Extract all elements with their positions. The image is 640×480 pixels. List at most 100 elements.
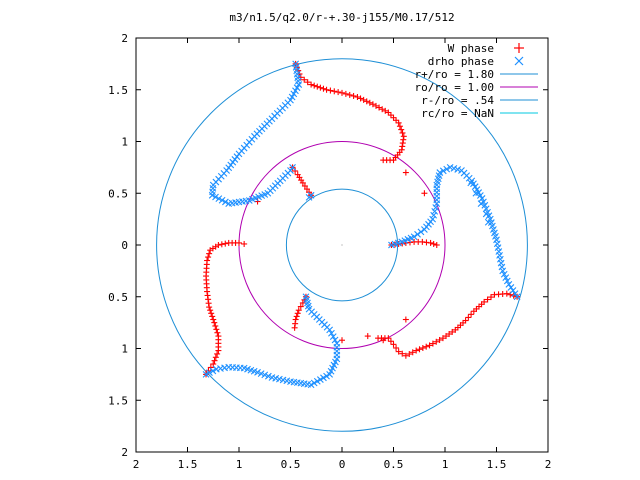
data-point xyxy=(210,361,217,368)
data-point xyxy=(207,307,214,314)
data-point xyxy=(491,291,498,298)
data-point xyxy=(218,241,225,248)
data-point xyxy=(421,190,428,197)
data-point xyxy=(482,205,490,213)
data-point xyxy=(206,250,213,257)
data-point xyxy=(335,89,342,96)
data-point xyxy=(433,242,440,248)
data-point xyxy=(208,310,215,317)
data-point xyxy=(222,240,229,247)
data-point xyxy=(416,346,423,353)
data-point xyxy=(423,343,430,350)
data-point xyxy=(346,91,353,98)
data-point xyxy=(500,270,508,278)
data-point xyxy=(289,163,296,171)
legend-label-drho-phase: drho phase xyxy=(428,55,494,68)
data-point xyxy=(241,240,248,247)
data-point xyxy=(317,84,324,91)
data-point xyxy=(222,198,229,206)
data-point xyxy=(387,338,394,345)
x-tick-label: 2 xyxy=(133,458,140,471)
data-point xyxy=(257,370,265,377)
data-point xyxy=(215,195,223,203)
data-point xyxy=(364,333,371,340)
data-point xyxy=(202,370,210,378)
x-tick-label: 1.5 xyxy=(178,458,198,471)
data-point xyxy=(372,102,379,109)
data-point xyxy=(301,76,308,83)
data-point xyxy=(481,201,489,209)
data-point xyxy=(503,277,511,285)
data-point xyxy=(339,337,345,344)
y-tick-label: 0.5 xyxy=(108,187,128,200)
circle-0 xyxy=(156,58,528,432)
data-point xyxy=(409,349,416,356)
y-tick-label: 1.5 xyxy=(108,84,128,97)
data-point xyxy=(443,333,450,340)
legend-label-w-phase: W phase xyxy=(448,42,494,55)
y-tick-label: 2 xyxy=(121,32,128,45)
x-tick-label: 1 xyxy=(442,458,449,471)
data-point xyxy=(326,326,334,334)
data-point xyxy=(454,166,462,173)
data-point xyxy=(446,331,453,338)
data-point xyxy=(350,92,357,99)
data-point xyxy=(380,157,387,164)
data-point xyxy=(417,228,425,236)
data-point xyxy=(390,114,397,121)
data-point xyxy=(299,299,306,306)
data-point xyxy=(354,93,361,100)
data-point xyxy=(264,372,272,380)
data-point xyxy=(209,367,217,375)
y-tick-label: 1.5 xyxy=(108,394,128,407)
data-point xyxy=(499,267,507,275)
x-tick-label: 2 xyxy=(545,458,552,471)
data-point xyxy=(211,319,218,326)
legend-label-rc: rc/ro = NaN xyxy=(421,107,494,120)
data-point xyxy=(410,233,418,241)
data-point xyxy=(505,280,513,288)
data-point xyxy=(513,293,521,301)
legend-marker-w-phase xyxy=(514,43,524,53)
data-point xyxy=(316,376,324,383)
data-point xyxy=(210,316,217,323)
data-point xyxy=(395,119,402,126)
data-point xyxy=(205,254,212,261)
axis-ticks: 2 1.5 1 0.5 0 0.5 1 1.5 221.510.500.511.52 xyxy=(108,32,551,471)
data-point xyxy=(310,379,318,387)
data-point xyxy=(413,347,420,354)
data-point xyxy=(432,204,440,211)
data-point xyxy=(509,287,517,294)
x-tick-label: 1.5 xyxy=(487,458,507,471)
data-point xyxy=(305,194,313,201)
data-point xyxy=(268,374,276,381)
data-point xyxy=(402,352,409,359)
data-point xyxy=(502,274,510,281)
data-point xyxy=(293,313,300,320)
data-point xyxy=(208,191,216,199)
data-point xyxy=(429,215,437,223)
data-point xyxy=(323,86,330,93)
data-point xyxy=(431,207,439,215)
data-point xyxy=(206,369,213,377)
data-point xyxy=(320,85,327,92)
legend-label-r-minus: r-/ro = .54 xyxy=(421,94,494,107)
data-point xyxy=(261,371,269,379)
data-point xyxy=(470,308,477,315)
legend-marker-drho-phase xyxy=(514,56,524,66)
data-point xyxy=(414,230,421,238)
x-tick-label: 0.5 xyxy=(281,458,301,471)
x-tick-label: 0 xyxy=(339,458,346,471)
data-point xyxy=(204,257,211,264)
data-point xyxy=(212,322,219,329)
data-point xyxy=(304,79,311,86)
data-point xyxy=(395,348,402,355)
data-point xyxy=(311,82,318,89)
data-point xyxy=(393,344,400,351)
data-point xyxy=(380,337,387,344)
data-point xyxy=(327,87,334,94)
data-point xyxy=(439,335,446,342)
data-point xyxy=(402,316,409,323)
data-point xyxy=(369,101,376,108)
